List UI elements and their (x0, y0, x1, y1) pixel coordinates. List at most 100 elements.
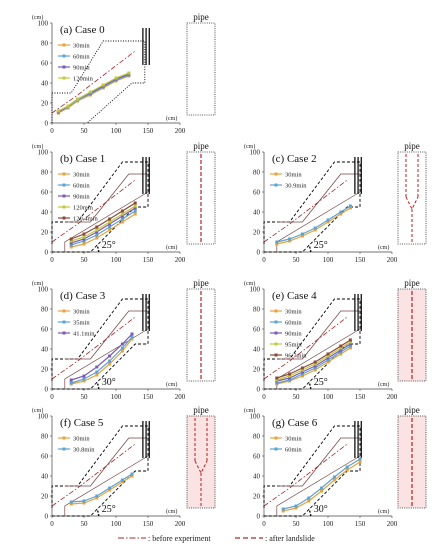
x-tick-label: 0 (262, 256, 266, 264)
panel-title: (d) Case 3 (60, 290, 106, 302)
series-point (326, 360, 330, 364)
x-tick-label: 200 (387, 520, 398, 528)
y-tick-label: 100 (250, 286, 261, 294)
series-point (120, 217, 124, 221)
x-unit-label: (cm) (166, 381, 177, 388)
y-tick-label: 60 (253, 453, 261, 461)
series-point (348, 344, 352, 348)
y-unit-label: (cm) (32, 280, 43, 287)
angle-arc (308, 381, 312, 390)
x-tick-label: 150 (143, 256, 154, 264)
legend-swatch-marker (62, 216, 66, 220)
y-tick-label: 80 (253, 306, 261, 314)
y-tick-label: 0 (45, 249, 49, 257)
series-point (288, 374, 292, 378)
series-point (275, 381, 279, 385)
y-tick-label: 0 (257, 513, 261, 521)
series-point (332, 478, 336, 482)
series-line-2 (71, 333, 133, 381)
series-point (82, 237, 86, 241)
x-tick-label: 150 (355, 256, 366, 264)
series-point (82, 235, 86, 239)
y-tick-label: 80 (41, 306, 49, 314)
series-point (275, 240, 279, 244)
y-unit-label: (cm) (32, 407, 43, 414)
angle-arc (308, 508, 312, 517)
legend-label: 90min (285, 331, 302, 338)
legend-swatch-marker (62, 54, 66, 58)
series-point (130, 335, 134, 339)
y-tick-label: 80 (41, 433, 49, 441)
series-line-1 (71, 336, 133, 384)
legend-swatch-marker (274, 342, 278, 346)
series-point (120, 480, 124, 484)
y-tick-label: 0 (45, 120, 49, 128)
after-slope-outline (276, 310, 360, 360)
chart-panel-3: 0 20 40 60 80 100 0 50 100 150 200 (cm) (cm) (d) Case… (32, 278, 216, 401)
series-point (95, 236, 99, 240)
legend-label: 30min (73, 436, 90, 443)
x-tick-label: 150 (143, 127, 154, 135)
series-point (101, 83, 105, 87)
legend-label: 41.1min (73, 331, 95, 338)
series-point (275, 376, 279, 380)
series-point (326, 356, 330, 360)
series-line-3 (71, 205, 136, 242)
panel-title: (c) Case 2 (272, 153, 317, 165)
series-point (120, 342, 124, 346)
chart-panel-0: 0 20 40 60 80 100 0 50 100 150 200 (cm) (cm) (a) Case… (32, 12, 216, 135)
series-line-0 (71, 213, 136, 248)
panel-title: (g) Case 6 (272, 417, 318, 429)
angle-label: 25° (102, 240, 116, 251)
y-tick-label: 60 (253, 189, 261, 197)
series-point (288, 237, 292, 241)
series-point (95, 494, 99, 498)
series-point (288, 376, 292, 380)
x-tick-label: 100 (323, 393, 334, 401)
x-tick-label: 50 (81, 393, 89, 401)
series-point (133, 209, 137, 213)
y-tick-label: 20 (41, 366, 49, 374)
series-point (120, 212, 124, 216)
series-point (133, 212, 137, 216)
series-point (300, 372, 304, 376)
surface-dashdot-line (263, 443, 348, 507)
x-tick-label: 100 (323, 256, 334, 264)
series-point (339, 212, 343, 216)
legend-swatch-marker (274, 353, 278, 357)
series-point (76, 97, 80, 101)
series-point (95, 496, 99, 500)
x-tick-label: 100 (111, 127, 122, 135)
series-point (345, 465, 349, 469)
series-point (313, 362, 317, 366)
series-point (108, 220, 112, 224)
after-landslide-label: : after landslide (265, 534, 315, 543)
series-point (66, 104, 70, 108)
series-point (348, 340, 352, 344)
series-point (95, 233, 99, 237)
legend-swatch-marker (274, 309, 278, 313)
series-point (313, 226, 317, 230)
series-point (82, 377, 86, 381)
series-point (69, 381, 73, 385)
series-point (82, 379, 86, 383)
legend-swatch-marker (62, 436, 66, 440)
angle-arc (96, 244, 100, 253)
y-tick-label: 20 (41, 100, 49, 108)
series-point (120, 346, 124, 350)
legend-swatch-marker (274, 436, 278, 440)
series-point (326, 354, 330, 358)
series-point (339, 210, 343, 214)
series-point (133, 206, 137, 210)
legend-swatch-marker (274, 172, 278, 176)
x-unit-label: (cm) (166, 115, 177, 122)
x-tick-label: 0 (50, 127, 54, 135)
series-line-1 (71, 473, 133, 503)
y-unit-label: (cm) (32, 14, 43, 21)
series-point (288, 239, 292, 243)
x-tick-label: 200 (175, 520, 186, 528)
y-tick-label: 80 (41, 40, 49, 48)
slip-surface-line (64, 455, 149, 516)
x-tick-label: 50 (293, 256, 301, 264)
legend-label: 60min (285, 320, 302, 327)
